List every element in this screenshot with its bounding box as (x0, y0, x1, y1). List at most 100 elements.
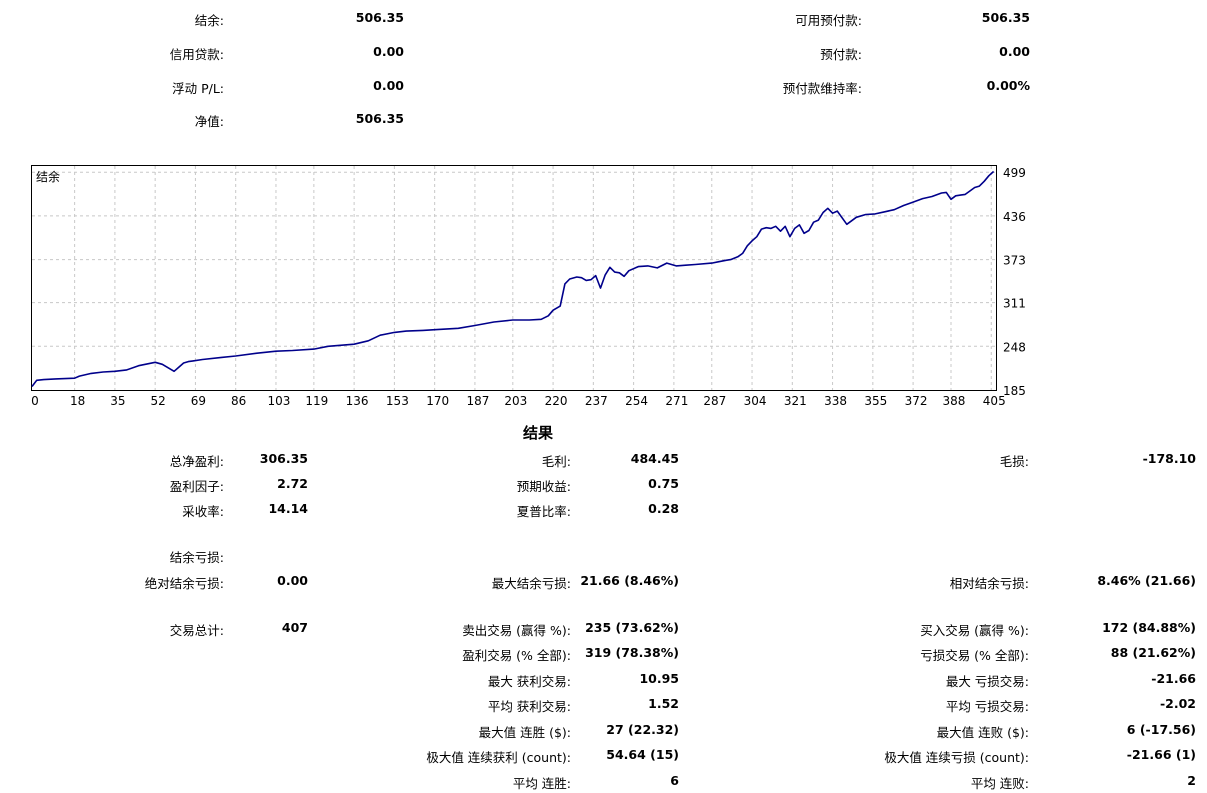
chart-x-tick-label: 287 (703, 394, 726, 408)
loss-trades-value: 88 (21.62%) (1110, 645, 1196, 660)
recovery-factor-value: 14.14 (268, 501, 308, 516)
chart-balance-line (31, 170, 995, 387)
margin-level-label: 预付款维持率: (782, 81, 862, 96)
recovery-factor-label: 采收率: (182, 504, 224, 519)
avg-consec-losses-value: 2 (1187, 773, 1196, 788)
sharpe-ratio-label: 夏普比率: (516, 504, 571, 519)
chart-x-tick-label: 136 (346, 394, 369, 408)
avg-profit-label: 平均 获利交易: (487, 699, 571, 714)
long-trades-value: 172 (84.88%) (1102, 620, 1196, 635)
largest-loss-label: 最大 亏损交易: (945, 674, 1029, 689)
chart-x-tick-label: 355 (864, 394, 887, 408)
long-trades-label: 买入交易 (赢得 %): (920, 623, 1029, 638)
loss-trades-label: 亏损交易 (% 全部): (920, 648, 1029, 663)
chart-x-tick-label: 372 (905, 394, 928, 408)
short-trades-value: 235 (73.62%) (585, 620, 679, 635)
max-consec-wins-value: 27 (22.32) (606, 722, 679, 737)
profit-factor-label: 盈利因子: (169, 479, 224, 494)
chart-x-tick-label: 271 (665, 394, 688, 408)
chart-x-tick-label: 304 (744, 394, 767, 408)
margin-value: 0.00 (999, 44, 1030, 59)
equity-value: 506.35 (355, 111, 404, 126)
credit-value: 0.00 (373, 44, 404, 59)
expected-payoff-label: 预期收益: (516, 479, 571, 494)
gross-profit-label: 毛利: (541, 454, 571, 469)
chart-x-tick-label: 103 (268, 394, 291, 408)
balance-chart (31, 165, 997, 391)
max-consec-wins-label: 最大值 连胜 ($): (478, 725, 571, 740)
chart-x-tick-label: 119 (305, 394, 328, 408)
avg-loss-value: -2.02 (1159, 696, 1196, 711)
chart-y-tick-label: 436 (1003, 210, 1026, 224)
chart-x-tick-label: 153 (386, 394, 409, 408)
abs-balance-drawdown-label: 绝对结余亏损: (144, 576, 224, 591)
chart-x-tick-label: 35 (110, 394, 125, 408)
expected-payoff-value: 0.75 (648, 476, 679, 491)
total-net-profit-label: 总净盈利: (169, 454, 224, 469)
chart-y-tick-label: 373 (1003, 254, 1026, 268)
floating-pl-label: 浮动 P/L: (172, 81, 224, 96)
free-margin-label: 可用预付款: (795, 13, 862, 28)
chart-x-tick-label: 254 (625, 394, 648, 408)
short-trades-label: 卖出交易 (赢得 %): (462, 623, 571, 638)
chart-x-tick-label: 18 (70, 394, 85, 408)
max-balance-drawdown-value: 21.66 (8.46%) (580, 573, 679, 588)
chart-x-tick-label: 220 (545, 394, 568, 408)
avg-loss-label: 平均 亏损交易: (945, 699, 1029, 714)
balance-drawdown-label: 结余亏损: (169, 550, 224, 565)
chart-x-tick-label: 338 (824, 394, 847, 408)
chart-x-tick-label: 86 (231, 394, 246, 408)
largest-profit-label: 最大 获利交易: (487, 674, 571, 689)
chart-y-tick-label: 185 (1003, 384, 1026, 398)
profit-factor-value: 2.72 (277, 476, 308, 491)
floating-pl-value: 0.00 (373, 78, 404, 93)
max-consec-loss-label: 极大值 连续亏损 (count): (884, 750, 1029, 765)
gross-loss-value: -178.10 (1142, 451, 1196, 466)
total-trades-label: 交易总计: (169, 623, 224, 638)
total-net-profit-value: 306.35 (259, 451, 308, 466)
chart-x-tick-label: 321 (784, 394, 807, 408)
max-consec-loss-value: -21.66 (1) (1126, 747, 1196, 762)
chart-x-tick-label: 203 (504, 394, 527, 408)
chart-x-tick-label: 69 (191, 394, 206, 408)
avg-profit-value: 1.52 (648, 696, 679, 711)
max-balance-drawdown-label: 最大结余亏损: (491, 576, 571, 591)
rel-balance-drawdown-label: 相对结余亏损: (949, 576, 1029, 591)
largest-profit-value: 10.95 (639, 671, 679, 686)
max-consec-losses-label: 最大值 连败 ($): (936, 725, 1029, 740)
profit-trades-label: 盈利交易 (% 全部): (462, 648, 571, 663)
chart-y-tick-label: 248 (1003, 340, 1026, 354)
results-title: 结果 (523, 424, 554, 442)
max-consec-profit-label: 极大值 连续获利 (count): (426, 750, 571, 765)
chart-x-tick-label: 170 (426, 394, 449, 408)
chart-x-tick-label: 405 (983, 394, 1006, 408)
chart-x-tick-label: 388 (943, 394, 966, 408)
chart-x-tick-label: 0 (31, 394, 39, 408)
rel-balance-drawdown-value: 8.46% (21.66) (1097, 573, 1196, 588)
chart-y-tick-label: 499 (1003, 166, 1026, 180)
chart-x-tick-label: 237 (585, 394, 608, 408)
equity-label: 净值: (194, 114, 224, 129)
total-trades-value: 407 (281, 620, 308, 635)
chart-title: 结余 (36, 169, 60, 184)
profit-trades-value: 319 (78.38%) (585, 645, 679, 660)
max-consec-profit-value: 54.64 (15) (606, 747, 679, 762)
avg-consec-losses-label: 平均 连败: (970, 776, 1029, 791)
chart-x-tick-label: 52 (151, 394, 166, 408)
margin-level-value: 0.00% (986, 78, 1030, 93)
gross-profit-value: 484.45 (630, 451, 679, 466)
avg-consec-wins-label: 平均 连胜: (512, 776, 571, 791)
abs-balance-drawdown-value: 0.00 (277, 573, 308, 588)
credit-label: 信用贷款: (169, 47, 224, 62)
margin-label: 预付款: (820, 47, 862, 62)
balance-label: 结余: (194, 13, 224, 28)
largest-loss-value: -21.66 (1151, 671, 1196, 686)
chart-x-tick-label: 187 (466, 394, 489, 408)
balance-chart-svg: 0 18 35 52 69 86 103 119 136 153 170 187 203 220 237 25… (31, 166, 1026, 408)
sharpe-ratio-value: 0.28 (648, 501, 679, 516)
free-margin-value: 506.35 (981, 10, 1030, 25)
gross-loss-label: 毛损: (999, 454, 1029, 469)
balance-value: 506.35 (355, 10, 404, 25)
max-consec-losses-value: 6 (-17.56) (1126, 722, 1196, 737)
